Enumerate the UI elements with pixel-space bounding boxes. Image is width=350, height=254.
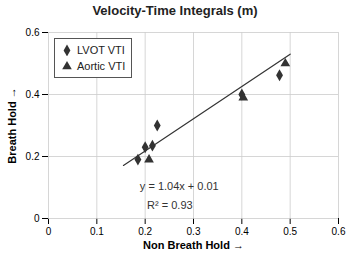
svg-text:0.4: 0.4 <box>26 89 40 100</box>
svg-text:0: 0 <box>46 226 52 237</box>
svg-text:0.3: 0.3 <box>187 226 201 237</box>
svg-text:0.2: 0.2 <box>138 226 152 237</box>
html-text:Velocity-Time Integrals (m): Velocity-Time Integrals (m) <box>92 3 258 18</box>
html-text:LVOT VTI: LVOT VTI <box>77 44 125 56</box>
svg-text:0.1: 0.1 <box>90 226 104 237</box>
svg-text:y = 1.04x + 0.01: y = 1.04x + 0.01 <box>140 180 219 192</box>
svg-text:Non Breath Hold →: Non Breath Hold → <box>143 239 244 251</box>
svg-text:0.5: 0.5 <box>283 226 297 237</box>
svg-text:Breath Hold →: Breath Hold → <box>6 87 18 163</box>
svg-text:R² = 0.93: R² = 0.93 <box>147 199 193 211</box>
svg-text:0.4: 0.4 <box>235 226 249 237</box>
svg-text:0.6: 0.6 <box>26 27 40 38</box>
svg-text:0: 0 <box>34 213 40 224</box>
html-text:Aortic VTI: Aortic VTI <box>77 60 126 72</box>
svg-text:0.6: 0.6 <box>332 226 346 237</box>
svg-text:0.2: 0.2 <box>26 151 40 162</box>
